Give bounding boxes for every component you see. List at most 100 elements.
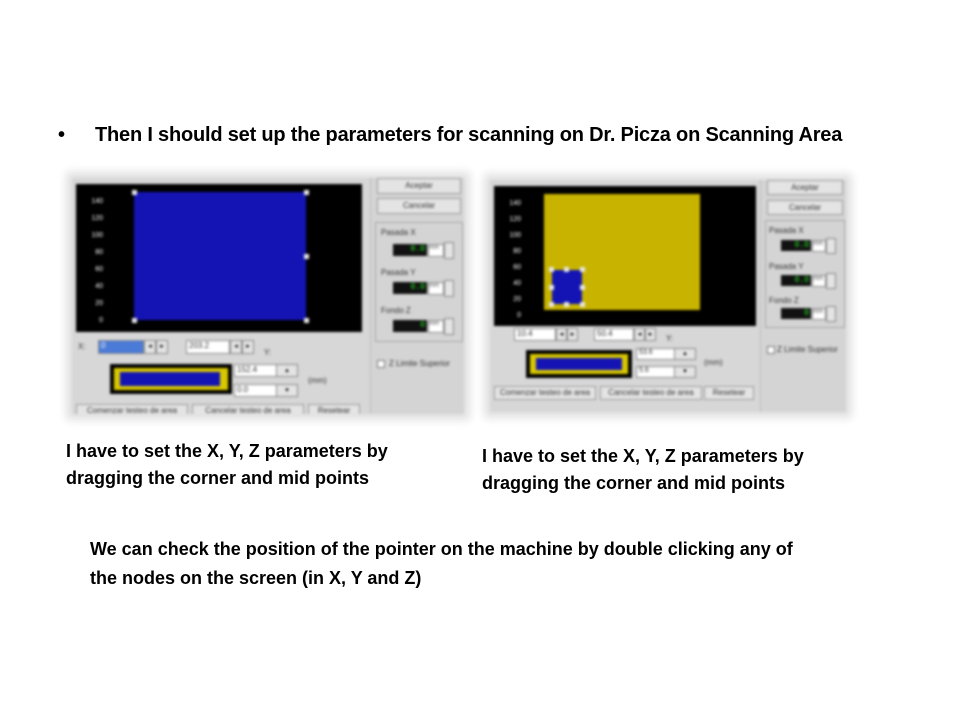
accept-button[interactable]: Aceptar (377, 178, 461, 194)
y-tick: 60 (95, 266, 103, 273)
x-end-right-button[interactable]: ▸ (645, 328, 656, 341)
y-axis: 140 120 100 80 60 40 20 0 (81, 184, 105, 332)
x-end-left-button[interactable]: ◂ (230, 340, 242, 354)
pasada-x-label: Pasada X (381, 228, 416, 237)
screenshot-right: 140 120 100 80 60 40 20 0 Aceptar Cancel… (490, 180, 846, 412)
y-label: Y: (264, 348, 272, 357)
x-start-field[interactable]: 10.4 (514, 328, 556, 341)
start-test-button[interactable]: Comenzar testeo de area (494, 386, 596, 400)
z-limit-label: Z Limite Superior (389, 359, 450, 368)
corner-handle[interactable] (549, 302, 554, 307)
y-start-field[interactable]: 53.6 (636, 348, 676, 360)
y-tick: 120 (91, 215, 103, 222)
fondo-z-stepper[interactable] (826, 306, 836, 322)
unit-selector[interactable]: mm (812, 308, 826, 320)
x-start-right-button[interactable]: ▸ (567, 328, 578, 341)
y-tick: 140 (509, 200, 521, 207)
y-tick: 80 (95, 249, 103, 256)
corner-handle[interactable] (132, 190, 137, 195)
cancel-test-button[interactable]: Cancelar testeo de area (600, 386, 702, 400)
corner-handle[interactable] (304, 190, 309, 195)
reset-button[interactable]: Resetear (704, 386, 754, 400)
y-tick: 100 (91, 232, 103, 239)
pasada-y-display: 0.0 (393, 282, 427, 294)
fondo-z-label: Fondo Z (769, 296, 799, 305)
selected-region[interactable] (552, 270, 582, 304)
x-end-left-button[interactable]: ◂ (634, 328, 645, 341)
z-limit-checkbox[interactable] (767, 346, 775, 354)
fondo-z-display: 0 (781, 308, 811, 319)
unit-selector[interactable]: mm (428, 244, 444, 257)
pasada-group (765, 220, 845, 328)
y-end-field[interactable]: 0.0 (234, 384, 278, 397)
x-end-field[interactable]: 203.2 (186, 340, 230, 354)
y-tick: 20 (95, 300, 103, 307)
control-panel: Aceptar Cancelar Pasada X 0.0 mm Pasada … (760, 180, 846, 412)
y-tick: 120 (509, 216, 521, 223)
fondo-z-label: Fondo Z (381, 306, 411, 315)
corner-handle[interactable] (132, 318, 137, 323)
y-tick: 0 (517, 312, 521, 319)
z-limit-label: Z Limite Superior (777, 345, 838, 354)
x-start-left-button[interactable]: ◂ (144, 340, 156, 354)
y-end-down-button[interactable]: ▾ (276, 384, 298, 397)
x-end-field[interactable]: 50.4 (594, 328, 634, 341)
cancel-test-button[interactable]: Cancelar testeo de area (192, 404, 304, 414)
x-start-left-button[interactable]: ◂ (556, 328, 567, 341)
pasada-x-display: 0.0 (781, 240, 811, 251)
z-limit-checkbox[interactable] (377, 360, 385, 368)
y-start-up-button[interactable]: ▴ (276, 364, 298, 377)
caption-left: I have to set the X, Y, Z parameters by … (66, 441, 388, 488)
mid-handle[interactable] (549, 285, 554, 290)
y-tick: 60 (513, 264, 521, 271)
unit-selector[interactable]: mm (428, 282, 444, 295)
reset-button[interactable]: Resetear (308, 404, 360, 414)
area-preview (110, 364, 232, 394)
scan-plot[interactable]: 140 120 100 80 60 40 20 0 (76, 184, 362, 332)
mid-handle[interactable] (304, 254, 309, 259)
pasada-y-display: 0.0 (781, 275, 811, 286)
mid-handle[interactable] (580, 285, 585, 290)
x-end-right-button[interactable]: ▸ (242, 340, 254, 354)
pasada-y-stepper[interactable] (444, 280, 454, 297)
mid-handle[interactable] (564, 302, 569, 307)
y-start-field[interactable]: 152.4 (234, 364, 278, 377)
start-test-button[interactable]: Comenzar testeo de area (76, 404, 188, 414)
corner-handle[interactable] (580, 267, 585, 272)
fondo-z-stepper[interactable] (444, 318, 454, 335)
y-end-down-button[interactable]: ▾ (674, 366, 696, 378)
y-tick: 20 (513, 296, 521, 303)
y-tick: 0 (99, 317, 103, 324)
cancel-button[interactable]: Cancelar (767, 200, 843, 215)
pasada-y-stepper[interactable] (826, 273, 836, 289)
x-start-field[interactable]: 0 (98, 340, 144, 354)
y-tick: 40 (513, 280, 521, 287)
corner-handle[interactable] (549, 267, 554, 272)
accept-button[interactable]: Aceptar (767, 180, 843, 195)
y-end-field[interactable]: 5.6 (636, 366, 676, 378)
unit-selector[interactable]: mm (428, 320, 444, 333)
x-label: X: (78, 342, 86, 351)
note-text: We can check the position of the pointer… (90, 539, 793, 588)
pasada-x-label: Pasada X (769, 226, 804, 235)
corner-handle[interactable] (580, 302, 585, 307)
slide-title: Then I should set up the parameters for … (95, 124, 843, 146)
y-start-up-button[interactable]: ▴ (674, 348, 696, 360)
scan-plot[interactable]: 140 120 100 80 60 40 20 0 (494, 186, 756, 326)
pasada-x-stepper[interactable] (826, 238, 836, 254)
pasada-x-stepper[interactable] (444, 242, 454, 259)
mid-handle[interactable] (564, 267, 569, 272)
x-start-right-button[interactable]: ▸ (156, 340, 168, 354)
pasada-y-label: Pasada Y (769, 262, 804, 271)
scan-area[interactable] (134, 192, 306, 320)
cancel-button[interactable]: Cancelar (377, 198, 461, 214)
unit-selector[interactable]: mm (812, 240, 826, 252)
screenshot-left: 140 120 100 80 60 40 20 0 Aceptar Cancel… (72, 178, 464, 414)
fondo-z-display: 0 (393, 320, 427, 332)
corner-handle[interactable] (304, 318, 309, 323)
unit-selector[interactable]: mm (812, 275, 826, 287)
caption-right: I have to set the X, Y, Z parameters by … (482, 446, 804, 493)
y-tick: 80 (513, 248, 521, 255)
y-tick: 40 (95, 283, 103, 290)
bullet-dot: • (58, 124, 66, 146)
